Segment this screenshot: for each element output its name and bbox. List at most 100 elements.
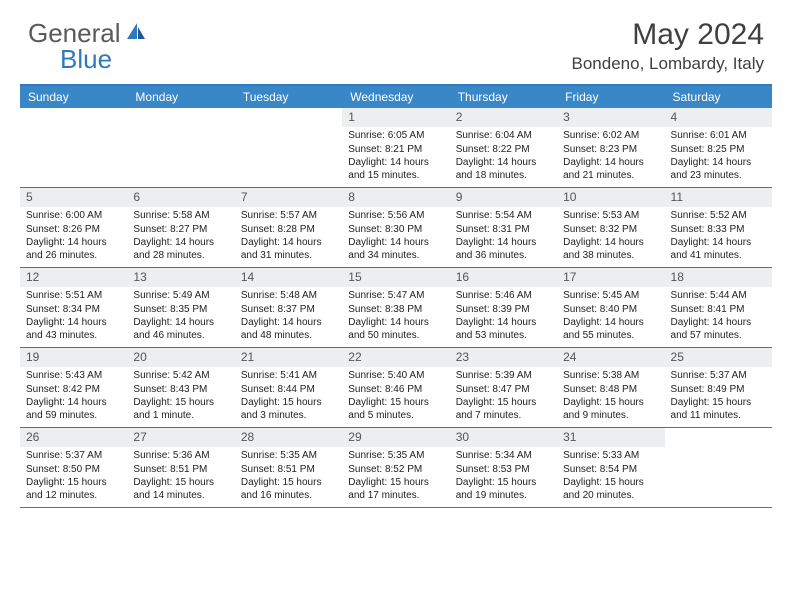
sunset-text: Sunset: 8:26 PM — [26, 224, 121, 237]
daylight-text: Daylight: 14 hours and 21 minutes. — [563, 157, 658, 182]
day-number: 18 — [665, 268, 772, 287]
day-cell — [235, 108, 342, 187]
day-info: Sunrise: 6:02 AMSunset: 8:23 PMDaylight:… — [557, 127, 664, 187]
day-number: 28 — [235, 428, 342, 447]
day-cell: 5Sunrise: 6:00 AMSunset: 8:26 PMDaylight… — [20, 188, 127, 267]
sunset-text: Sunset: 8:35 PM — [133, 304, 228, 317]
day-number: 9 — [450, 188, 557, 207]
sunrise-text: Sunrise: 5:57 AM — [241, 210, 336, 223]
sunset-text: Sunset: 8:21 PM — [348, 144, 443, 157]
day-cell: 16Sunrise: 5:46 AMSunset: 8:39 PMDayligh… — [450, 268, 557, 347]
title-block: May 2024 Bondeno, Lombardy, Italy — [572, 18, 764, 74]
day-cell — [127, 108, 234, 187]
day-number: 14 — [235, 268, 342, 287]
day-number: 26 — [20, 428, 127, 447]
sunrise-text: Sunrise: 5:46 AM — [456, 290, 551, 303]
day-info: Sunrise: 5:41 AMSunset: 8:44 PMDaylight:… — [235, 367, 342, 427]
sunset-text: Sunset: 8:52 PM — [348, 464, 443, 477]
week-row: 19Sunrise: 5:43 AMSunset: 8:42 PMDayligh… — [20, 348, 772, 428]
daylight-text: Daylight: 15 hours and 16 minutes. — [241, 477, 336, 502]
sunrise-text: Sunrise: 6:02 AM — [563, 130, 658, 143]
daylight-text: Daylight: 15 hours and 5 minutes. — [348, 397, 443, 422]
daylight-text: Daylight: 14 hours and 26 minutes. — [26, 237, 121, 262]
day-info: Sunrise: 5:36 AMSunset: 8:51 PMDaylight:… — [127, 447, 234, 507]
sunset-text: Sunset: 8:25 PM — [671, 144, 766, 157]
day-cell: 20Sunrise: 5:42 AMSunset: 8:43 PMDayligh… — [127, 348, 234, 427]
sunrise-text: Sunrise: 5:37 AM — [26, 450, 121, 463]
day-info: Sunrise: 5:35 AMSunset: 8:51 PMDaylight:… — [235, 447, 342, 507]
sunset-text: Sunset: 8:23 PM — [563, 144, 658, 157]
daylight-text: Daylight: 15 hours and 3 minutes. — [241, 397, 336, 422]
sunrise-text: Sunrise: 5:35 AM — [348, 450, 443, 463]
daylight-text: Daylight: 14 hours and 38 minutes. — [563, 237, 658, 262]
day-info: Sunrise: 5:53 AMSunset: 8:32 PMDaylight:… — [557, 207, 664, 267]
header: General Blue May 2024 Bondeno, Lombardy,… — [0, 0, 792, 78]
sunset-text: Sunset: 8:51 PM — [241, 464, 336, 477]
daylight-text: Daylight: 14 hours and 46 minutes. — [133, 317, 228, 342]
sunset-text: Sunset: 8:27 PM — [133, 224, 228, 237]
day-info: Sunrise: 6:00 AMSunset: 8:26 PMDaylight:… — [20, 207, 127, 267]
sunrise-text: Sunrise: 5:56 AM — [348, 210, 443, 223]
day-header-row: SundayMondayTuesdayWednesdayThursdayFrid… — [20, 86, 772, 108]
sunset-text: Sunset: 8:48 PM — [563, 384, 658, 397]
day-info: Sunrise: 5:49 AMSunset: 8:35 PMDaylight:… — [127, 287, 234, 347]
day-cell: 6Sunrise: 5:58 AMSunset: 8:27 PMDaylight… — [127, 188, 234, 267]
sunset-text: Sunset: 8:22 PM — [456, 144, 551, 157]
day-info: Sunrise: 5:47 AMSunset: 8:38 PMDaylight:… — [342, 287, 449, 347]
daylight-text: Daylight: 15 hours and 11 minutes. — [671, 397, 766, 422]
day-info: Sunrise: 5:42 AMSunset: 8:43 PMDaylight:… — [127, 367, 234, 427]
week-row: 26Sunrise: 5:37 AMSunset: 8:50 PMDayligh… — [20, 428, 772, 508]
sunrise-text: Sunrise: 5:37 AM — [671, 370, 766, 383]
day-info: Sunrise: 6:01 AMSunset: 8:25 PMDaylight:… — [665, 127, 772, 187]
sunrise-text: Sunrise: 5:41 AM — [241, 370, 336, 383]
day-info: Sunrise: 5:44 AMSunset: 8:41 PMDaylight:… — [665, 287, 772, 347]
sunrise-text: Sunrise: 5:40 AM — [348, 370, 443, 383]
sunrise-text: Sunrise: 5:54 AM — [456, 210, 551, 223]
daylight-text: Daylight: 14 hours and 59 minutes. — [26, 397, 121, 422]
day-info: Sunrise: 5:39 AMSunset: 8:47 PMDaylight:… — [450, 367, 557, 427]
logo-sail-icon — [125, 21, 147, 46]
sunrise-text: Sunrise: 5:38 AM — [563, 370, 658, 383]
sunrise-text: Sunrise: 5:42 AM — [133, 370, 228, 383]
daylight-text: Daylight: 14 hours and 57 minutes. — [671, 317, 766, 342]
sunrise-text: Sunrise: 6:05 AM — [348, 130, 443, 143]
day-number: 13 — [127, 268, 234, 287]
daylight-text: Daylight: 14 hours and 23 minutes. — [671, 157, 766, 182]
sunset-text: Sunset: 8:31 PM — [456, 224, 551, 237]
day-number: 21 — [235, 348, 342, 367]
day-number: 22 — [342, 348, 449, 367]
sunset-text: Sunset: 8:53 PM — [456, 464, 551, 477]
day-info: Sunrise: 5:38 AMSunset: 8:48 PMDaylight:… — [557, 367, 664, 427]
sunrise-text: Sunrise: 5:33 AM — [563, 450, 658, 463]
daylight-text: Daylight: 15 hours and 12 minutes. — [26, 477, 121, 502]
daylight-text: Daylight: 15 hours and 7 minutes. — [456, 397, 551, 422]
sunset-text: Sunset: 8:33 PM — [671, 224, 766, 237]
day-info: Sunrise: 5:51 AMSunset: 8:34 PMDaylight:… — [20, 287, 127, 347]
day-cell: 10Sunrise: 5:53 AMSunset: 8:32 PMDayligh… — [557, 188, 664, 267]
sunrise-text: Sunrise: 5:43 AM — [26, 370, 121, 383]
sunrise-text: Sunrise: 5:36 AM — [133, 450, 228, 463]
day-cell: 2Sunrise: 6:04 AMSunset: 8:22 PMDaylight… — [450, 108, 557, 187]
week-row: 5Sunrise: 6:00 AMSunset: 8:26 PMDaylight… — [20, 188, 772, 268]
sunrise-text: Sunrise: 5:35 AM — [241, 450, 336, 463]
day-number: 15 — [342, 268, 449, 287]
day-header: Monday — [127, 86, 234, 108]
day-info: Sunrise: 5:57 AMSunset: 8:28 PMDaylight:… — [235, 207, 342, 267]
day-cell: 12Sunrise: 5:51 AMSunset: 8:34 PMDayligh… — [20, 268, 127, 347]
day-cell: 29Sunrise: 5:35 AMSunset: 8:52 PMDayligh… — [342, 428, 449, 507]
day-info: Sunrise: 5:45 AMSunset: 8:40 PMDaylight:… — [557, 287, 664, 347]
daylight-text: Daylight: 14 hours and 55 minutes. — [563, 317, 658, 342]
daylight-text: Daylight: 15 hours and 19 minutes. — [456, 477, 551, 502]
day-cell: 23Sunrise: 5:39 AMSunset: 8:47 PMDayligh… — [450, 348, 557, 427]
day-number: 5 — [20, 188, 127, 207]
sunset-text: Sunset: 8:32 PM — [563, 224, 658, 237]
day-number: 7 — [235, 188, 342, 207]
day-cell: 15Sunrise: 5:47 AMSunset: 8:38 PMDayligh… — [342, 268, 449, 347]
day-cell: 13Sunrise: 5:49 AMSunset: 8:35 PMDayligh… — [127, 268, 234, 347]
day-cell: 3Sunrise: 6:02 AMSunset: 8:23 PMDaylight… — [557, 108, 664, 187]
day-number: 2 — [450, 108, 557, 127]
day-cell — [665, 428, 772, 507]
day-cell: 19Sunrise: 5:43 AMSunset: 8:42 PMDayligh… — [20, 348, 127, 427]
day-info: Sunrise: 6:04 AMSunset: 8:22 PMDaylight:… — [450, 127, 557, 187]
day-number: 11 — [665, 188, 772, 207]
